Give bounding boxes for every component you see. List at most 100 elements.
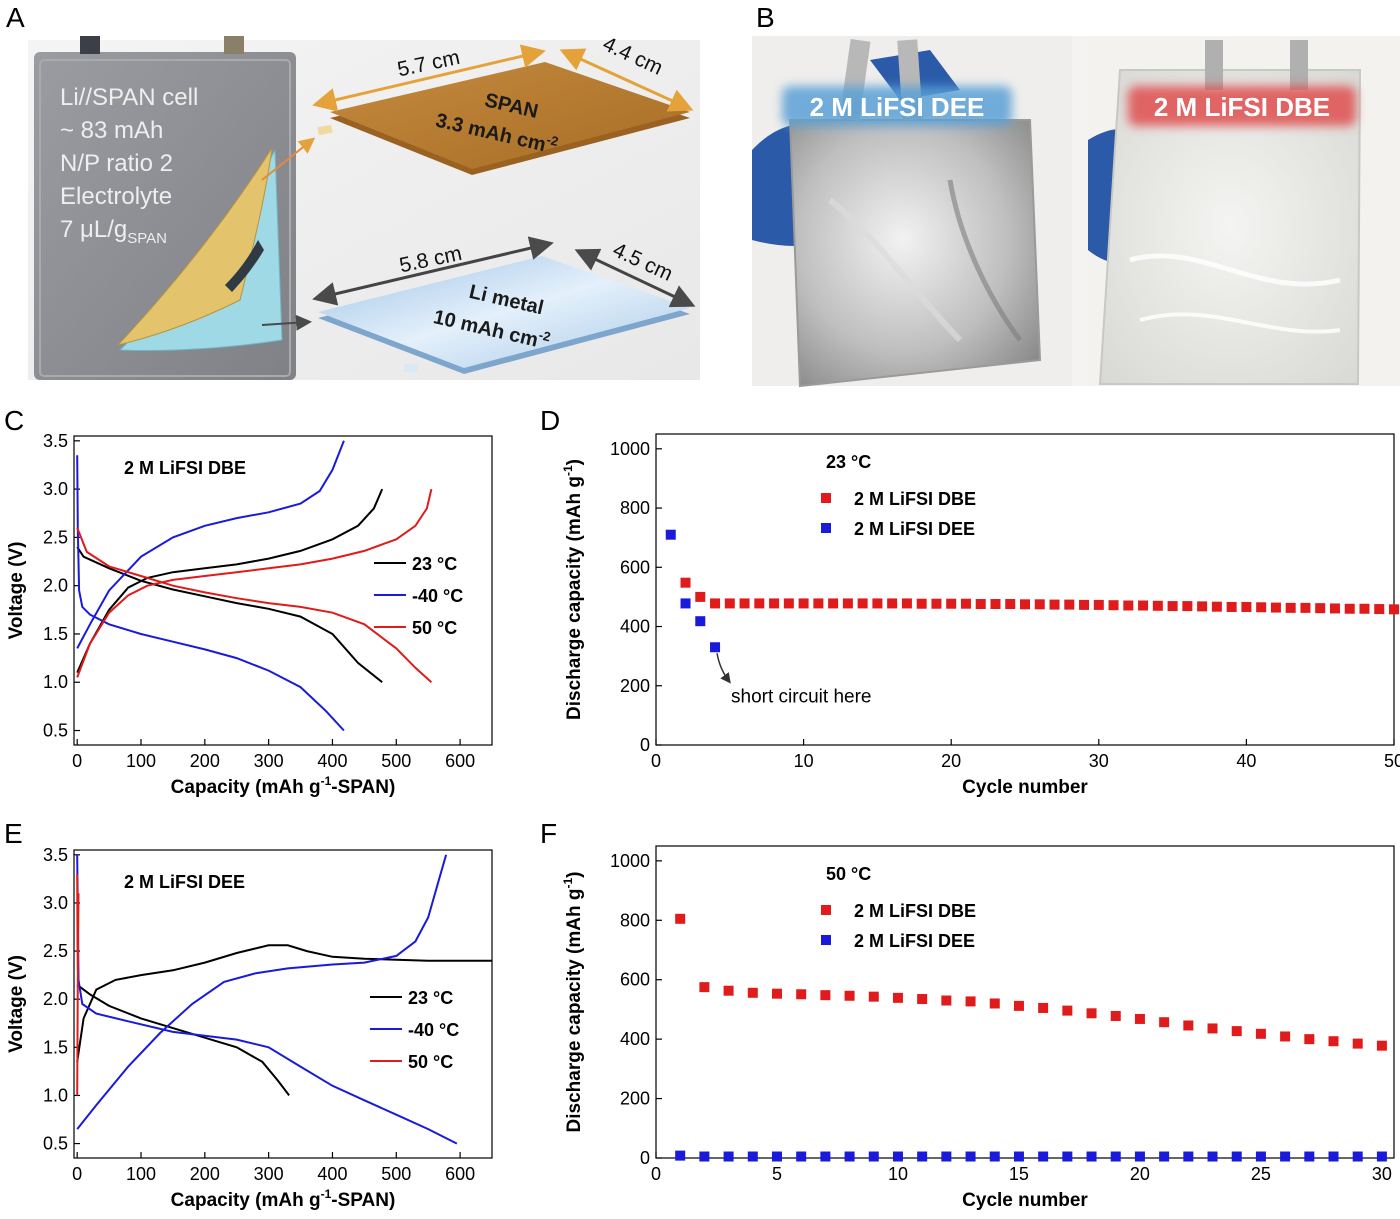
y-tick-label-f: 0 (640, 1148, 650, 1168)
data-point-d (1315, 603, 1326, 614)
series-line-c (76, 488, 384, 674)
legend-label-c: 23 °C (412, 554, 457, 574)
x-tick-label-f: 5 (772, 1164, 782, 1184)
data-point-f (1376, 1040, 1387, 1051)
x-tick-label-d: 10 (794, 751, 814, 771)
data-point-f (1038, 1002, 1049, 1013)
data-point-d (1167, 601, 1178, 612)
y-tick-label-e: 3.0 (43, 893, 68, 913)
data-point-d (1197, 601, 1208, 612)
legend-swatch-f (821, 905, 831, 915)
data-point-f (675, 913, 686, 924)
legend-label-d: 2 M LiFSI DEE (854, 519, 975, 539)
data-point-d (946, 598, 957, 609)
series-line-e (76, 944, 492, 1062)
y-axis-label-c: Voltage (V) (6, 542, 27, 640)
x-tick-label-d: 30 (1089, 751, 1109, 771)
data-point-f (1328, 1036, 1339, 1047)
data-point-f (1086, 1151, 1097, 1162)
data-point-f (1255, 1028, 1266, 1039)
annotation-c: 2 M LiFSI DBE (124, 458, 246, 478)
y-tick-label-e: 1.5 (43, 1037, 68, 1057)
legend-label-c: 50 °C (412, 618, 457, 638)
data-point-d (1049, 599, 1060, 610)
series-line-c (76, 546, 383, 683)
x-tick-label-c: 0 (72, 751, 82, 771)
data-point-d (1152, 600, 1163, 611)
y-tick-label-d: 400 (620, 617, 650, 637)
x-tick-label-e: 500 (381, 1164, 411, 1184)
data-point-f (1255, 1151, 1266, 1162)
y-tick-label-e: 1.0 (43, 1085, 68, 1105)
data-point-f (699, 982, 710, 993)
data-point-f (771, 1151, 782, 1162)
legend-swatch-d (821, 523, 831, 533)
data-point-d (665, 529, 676, 540)
x-axis-label-c: Capacity (mAh g-1-SPAN) (171, 774, 396, 798)
data-point-f (723, 1151, 734, 1162)
y-tick-label-f: 800 (620, 910, 650, 930)
data-point-d (769, 598, 780, 609)
data-point-d (1108, 600, 1119, 611)
x-tick-label-c: 500 (381, 751, 411, 771)
series-line-e (76, 854, 458, 1145)
data-point-f (1110, 1010, 1121, 1021)
plot-frame-e (73, 849, 493, 1159)
data-point-d (1389, 604, 1399, 615)
data-point-d (828, 598, 839, 609)
x-tick-label-f: 30 (1372, 1164, 1392, 1184)
x-tick-label-e: 200 (190, 1164, 220, 1184)
x-axis-label-d: Cycle number (962, 777, 1088, 798)
plot-frame-d (655, 433, 1395, 746)
data-point-f (1159, 1151, 1170, 1162)
data-point-d (695, 616, 706, 627)
x-axis-label-f: Cycle number (962, 1190, 1088, 1211)
data-point-d (1300, 602, 1311, 613)
y-tick-label-f: 1000 (610, 851, 650, 871)
data-point-d (990, 599, 1001, 610)
series-line-e (76, 893, 80, 1096)
data-point-d (1344, 603, 1355, 614)
x-tick-label-d: 0 (651, 751, 661, 771)
data-point-d (695, 591, 706, 602)
legend-label-c: -40 °C (412, 586, 463, 606)
x-tick-label-e: 0 (72, 1164, 82, 1184)
y-tick-label-c: 1.0 (43, 672, 68, 692)
data-point-f (989, 1151, 1000, 1162)
data-point-d (754, 598, 765, 609)
data-point-d (1285, 602, 1296, 613)
y-tick-label-e: 3.5 (43, 845, 68, 865)
data-point-d (901, 598, 912, 609)
y-tick-label-d: 1000 (610, 439, 650, 459)
data-point-d (1226, 601, 1237, 612)
legend-swatch-f (821, 935, 831, 945)
data-point-f (1134, 1151, 1145, 1162)
y-axis-label-d: Discharge capacity (mAh g-1) (561, 459, 585, 720)
x-tick-label-c: 100 (126, 751, 156, 771)
data-point-f (1352, 1151, 1363, 1162)
y-axis-label-e: Voltage (V) (6, 955, 27, 1053)
data-point-f (1013, 1151, 1024, 1162)
x-tick-label-f: 20 (1130, 1164, 1150, 1184)
data-point-d (710, 598, 721, 609)
data-point-d (783, 598, 794, 609)
data-point-f (1280, 1031, 1291, 1042)
data-point-f (1352, 1038, 1363, 1049)
legend-label-e: 50 °C (408, 1052, 453, 1072)
data-point-f (1376, 1151, 1387, 1162)
y-tick-label-f: 200 (620, 1089, 650, 1109)
data-point-d (1138, 600, 1149, 611)
data-point-d (1359, 603, 1370, 614)
data-point-d (1079, 599, 1090, 610)
plot-frame-f (655, 845, 1395, 1159)
data-point-d (813, 598, 824, 609)
data-point-f (989, 998, 1000, 1009)
data-point-f (1304, 1151, 1315, 1162)
y-axis-label-f: Discharge capacity (mAh g-1) (561, 872, 585, 1133)
annotation-d: 23 °C (826, 452, 871, 472)
x-tick-label-f: 0 (651, 1164, 661, 1184)
data-point-f (1207, 1151, 1218, 1162)
x-tick-label-e: 600 (445, 1164, 475, 1184)
data-point-d (710, 642, 721, 653)
x-tick-label-d: 20 (941, 751, 961, 771)
